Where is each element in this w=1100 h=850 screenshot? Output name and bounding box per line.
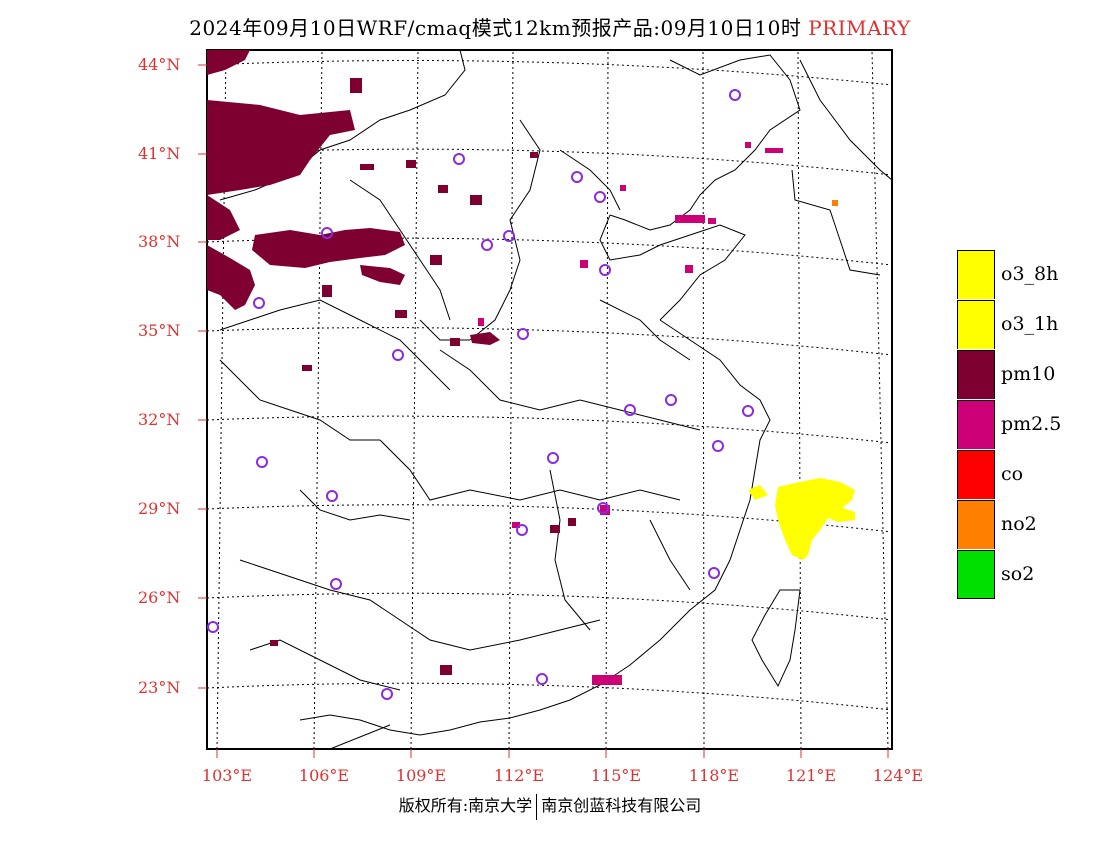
legend-swatch <box>957 249 995 299</box>
pm10-regions <box>207 50 576 675</box>
lat-label: 32°N <box>138 410 181 429</box>
lon-label: 112°E <box>493 766 545 785</box>
legend-label: no2 <box>1001 513 1037 535</box>
legend-label: o3_8h <box>1001 263 1059 285</box>
longitude-gridlines <box>216 50 889 749</box>
copyright-footer: 版权所有:南京大学 南京创蓝科技有限公司 <box>0 792 1100 820</box>
legend-item-o3-8h: o3_8h <box>957 249 1061 299</box>
pm25-regions <box>478 142 783 685</box>
legend-label: so2 <box>1001 563 1035 585</box>
title-text: 2024年09月10日WRF/cmaq模式12km预报产品:09月10日10时 <box>189 16 802 40</box>
lon-label: 106°E <box>298 766 350 785</box>
footer-divider <box>536 793 538 820</box>
lat-label: 44°N <box>138 55 181 74</box>
legend-label: co <box>1001 463 1024 485</box>
lat-label: 29°N <box>138 499 181 518</box>
legend-swatch <box>957 299 995 349</box>
legend-item-o3-1h: o3_1h <box>957 299 1061 349</box>
tick-marks <box>198 64 889 758</box>
legend-item-no2: no2 <box>957 499 1061 549</box>
lat-label: 23°N <box>138 678 181 697</box>
map-title: 2024年09月10日WRF/cmaq模式12km预报产品:09月10日10时 … <box>0 12 1100 41</box>
legend-item-so2: so2 <box>957 549 1061 599</box>
legend-swatch <box>957 549 995 599</box>
lon-label: 124°E <box>872 766 924 785</box>
lon-label: 109°E <box>395 766 447 785</box>
copyright-right: 南京创蓝科技有限公司 <box>541 796 702 815</box>
lon-label: 121°E <box>785 766 837 785</box>
lat-label: 35°N <box>138 321 181 340</box>
no2-spot <box>832 200 838 206</box>
legend-swatch <box>957 399 995 449</box>
legend-item-pm25: pm2.5 <box>957 399 1061 449</box>
legend-item-co: co <box>957 449 1061 499</box>
legend-label: pm10 <box>1001 363 1056 385</box>
legend-label: o3_1h <box>1001 313 1059 335</box>
lon-label: 103°E <box>201 766 253 785</box>
lat-label: 26°N <box>138 588 181 607</box>
pollutant-legend: o3_8h o3_1h pm10 pm2.5 co no2 so2 <box>957 249 1061 599</box>
station-markers <box>207 89 754 700</box>
legend-label: pm2.5 <box>1001 413 1062 435</box>
legend-swatch <box>957 349 995 399</box>
lon-label: 115°E <box>590 766 642 785</box>
copyright-left: 版权所有:南京大学 <box>398 796 533 815</box>
legend-item-pm10: pm10 <box>957 349 1061 399</box>
lat-label: 38°N <box>138 232 181 251</box>
primary-badge: PRIMARY <box>808 16 911 40</box>
o3-region <box>775 478 855 560</box>
legend-swatch <box>957 449 995 499</box>
o3-coastal-patch <box>748 485 768 500</box>
lat-label: 41°N <box>138 144 181 163</box>
legend-swatch <box>957 499 995 549</box>
lon-label: 118°E <box>688 766 740 785</box>
